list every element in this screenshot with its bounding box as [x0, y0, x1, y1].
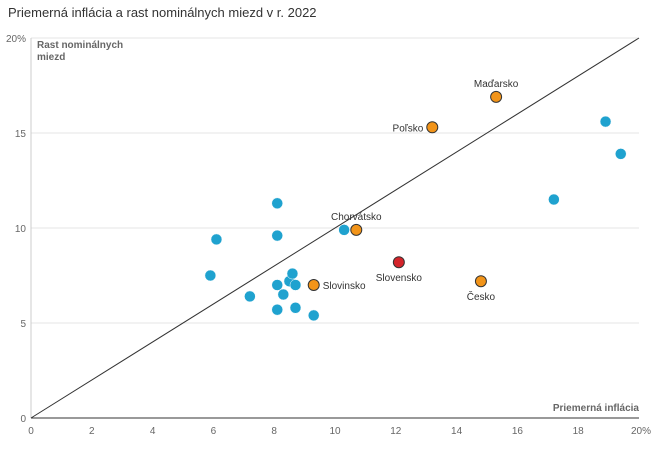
x-tick-label: 18	[573, 426, 585, 437]
y-axis-title-line-2: miezd	[37, 52, 65, 63]
data-point	[548, 193, 560, 206]
point-label: Česko	[467, 290, 496, 303]
x-tick-label: 8	[271, 426, 277, 437]
data-point	[210, 233, 223, 246]
y-tick-label: 0	[20, 414, 26, 425]
data-point	[338, 224, 350, 236]
x-tick-label: 20%	[631, 426, 651, 437]
point-labels: Slovinsko Chorvátsko Poľsko Maďarsko Česko Sl…	[323, 79, 519, 303]
data-point	[204, 269, 217, 282]
point-label: Slovinsko	[323, 281, 366, 292]
diagonal-reference-line	[30, 37, 640, 419]
point-maďarsko	[490, 90, 503, 103]
x-tick-label: 2	[89, 426, 95, 437]
x-tick-label: 12	[390, 426, 402, 437]
x-tick-label: 10	[329, 426, 341, 437]
point-poľsko	[426, 121, 439, 134]
y-tick-label: 20%	[6, 34, 26, 45]
data-point	[289, 279, 302, 291]
data-points	[204, 90, 627, 322]
axes	[30, 38, 639, 419]
x-tick-label: 0	[28, 426, 34, 437]
x-axis-title: Priemerná inflácia	[553, 403, 640, 414]
point-label: Chorvátsko	[331, 212, 382, 223]
y-tick-label: 10	[15, 224, 27, 235]
data-point	[307, 309, 320, 322]
data-point	[599, 115, 612, 128]
point-chorvátsko	[350, 223, 363, 236]
tick-labels: 0 5 10 15 20% 0 2 4 6 8 10 12 14 16 18 20%	[6, 34, 651, 437]
point-slovensko	[392, 256, 405, 269]
data-point	[271, 279, 283, 291]
data-point	[286, 267, 299, 280]
point-label: Poľsko	[393, 123, 424, 134]
data-point	[289, 302, 302, 314]
y-tick-label: 5	[20, 319, 26, 330]
data-point	[271, 197, 283, 210]
data-point	[615, 148, 627, 160]
x-tick-label: 6	[211, 426, 217, 437]
data-point	[271, 303, 283, 316]
data-point	[271, 229, 283, 242]
y-tick-label: 15	[15, 129, 27, 140]
point-label: Maďarsko	[474, 79, 519, 90]
data-point	[244, 290, 256, 303]
point-slovinsko	[307, 279, 320, 291]
point-česko	[474, 275, 487, 288]
data-point	[277, 288, 290, 301]
x-tick-label: 14	[451, 426, 463, 437]
chart-title: Priemerná inflácia a rast nominálnych mi…	[8, 5, 317, 20]
x-tick-label: 16	[512, 426, 524, 437]
x-tick-label: 4	[150, 426, 156, 437]
y-axis-title: Rast nominálnych	[37, 40, 123, 51]
point-label: Slovensko	[376, 273, 423, 284]
